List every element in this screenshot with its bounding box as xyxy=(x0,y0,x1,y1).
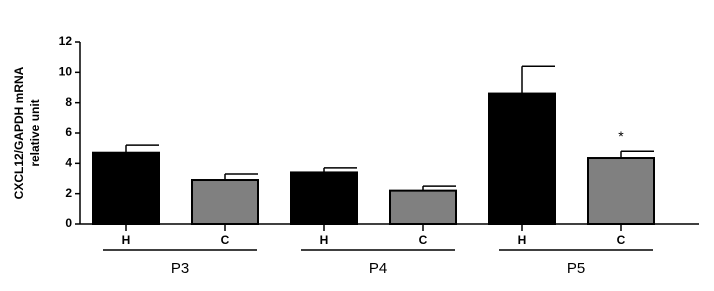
bar xyxy=(488,92,556,225)
bar xyxy=(191,179,259,225)
significance-marker: * xyxy=(618,128,624,144)
y-axis-label: relative unit xyxy=(28,99,42,166)
bar xyxy=(389,189,457,225)
y-tick-label: 6 xyxy=(65,125,72,139)
y-tick-label: 10 xyxy=(59,65,73,79)
x-tick-label: H xyxy=(518,233,527,247)
y-tick-label: 8 xyxy=(65,95,72,109)
group-label: P5 xyxy=(567,260,585,277)
x-tick-label: H xyxy=(122,233,131,247)
group-label: P4 xyxy=(369,260,387,277)
group-label: P3 xyxy=(171,260,189,277)
x-tick-label: C xyxy=(221,233,230,247)
x-tick-label: C xyxy=(419,233,428,247)
bar xyxy=(587,157,655,225)
y-tick-label: 4 xyxy=(65,156,72,170)
y-tick-label: 0 xyxy=(65,216,72,230)
x-tick-label: C xyxy=(617,233,626,247)
bar xyxy=(92,151,160,225)
bar xyxy=(290,171,358,225)
y-axis-label: CXCL12/GAPDH mRNA xyxy=(12,66,26,199)
y-tick-label: 12 xyxy=(59,34,73,48)
y-tick-label: 2 xyxy=(65,186,72,200)
x-tick-label: H xyxy=(320,233,329,247)
